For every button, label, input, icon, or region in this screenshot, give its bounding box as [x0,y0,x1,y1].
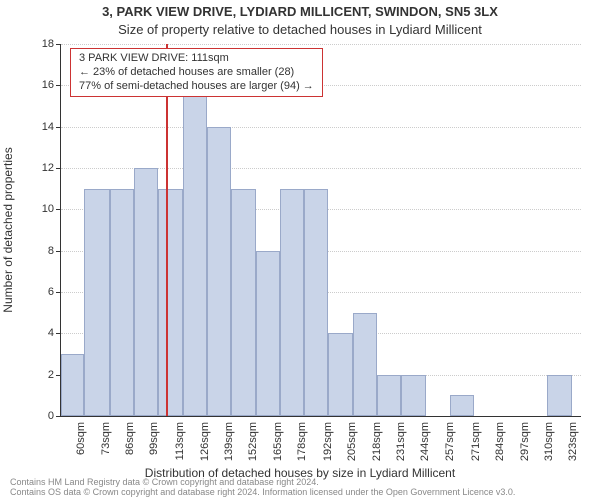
footer-attribution: Contains HM Land Registry data © Crown c… [10,478,515,498]
ytick-label: 0 [24,410,54,422]
ytick-mark [56,416,60,417]
chart-container: 3, PARK VIEW DRIVE, LYDIARD MILLICENT, S… [0,0,600,500]
ytick-mark [56,44,60,45]
annotation-box: 3 PARK VIEW DRIVE: 111sqm ← 23% of detac… [70,48,323,97]
histogram-bar [61,354,84,416]
histogram-bar [547,375,571,416]
gridline [61,44,581,45]
ytick-label: 18 [24,38,54,50]
histogram-bar [110,189,134,416]
histogram-bar [280,189,304,416]
histogram-bar [84,189,109,416]
histogram-bar [328,333,352,416]
gridline [61,127,581,128]
ytick-mark [56,292,60,293]
ytick-mark [56,168,60,169]
histogram-bar [377,375,401,416]
chart-title-sub: Size of property relative to detached ho… [0,22,600,37]
annotation-line2: ← 23% of detached houses are smaller (28… [79,66,314,80]
ytick-mark [56,251,60,252]
histogram-bar [183,85,207,416]
ytick-label: 8 [24,245,54,257]
y-axis-label: Number of detached properties [1,147,15,312]
ytick-label: 14 [24,121,54,133]
footer-line2: Contains OS data © Crown copyright and d… [10,488,515,498]
histogram-bar [231,189,255,416]
ytick-mark [56,333,60,334]
plot-area [60,44,581,417]
ytick-label: 16 [24,79,54,91]
histogram-bar [401,375,425,416]
histogram-bar [304,189,328,416]
ytick-mark [56,375,60,376]
chart-title-main: 3, PARK VIEW DRIVE, LYDIARD MILLICENT, S… [0,4,600,19]
ytick-label: 12 [24,162,54,174]
marker-line [166,44,168,416]
annotation-line1: 3 PARK VIEW DRIVE: 111sqm [79,52,314,66]
histogram-bar [134,168,158,416]
histogram-bar [256,251,280,416]
ytick-label: 2 [24,369,54,381]
ytick-label: 6 [24,286,54,298]
ytick-mark [56,209,60,210]
ytick-label: 4 [24,327,54,339]
histogram-bar [158,189,182,416]
ytick-mark [56,127,60,128]
histogram-bar [353,313,377,416]
ytick-mark [56,85,60,86]
annotation-line3: 77% of semi-detached houses are larger (… [79,80,314,94]
histogram-bar [450,395,474,416]
histogram-bar [207,127,231,416]
ytick-label: 10 [24,203,54,215]
